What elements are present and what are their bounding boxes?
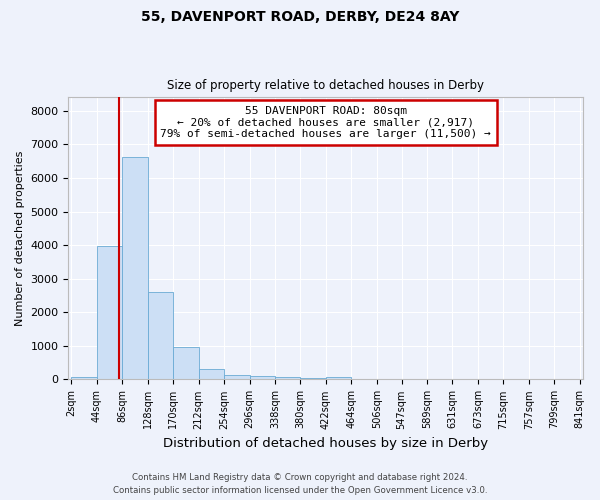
Bar bbox=[275, 378, 301, 380]
Title: Size of property relative to detached houses in Derby: Size of property relative to detached ho… bbox=[167, 79, 484, 92]
Bar bbox=[326, 378, 352, 380]
Bar bbox=[301, 378, 326, 380]
Bar bbox=[71, 378, 97, 380]
Text: 55 DAVENPORT ROAD: 80sqm
← 20% of detached houses are smaller (2,917)
79% of sem: 55 DAVENPORT ROAD: 80sqm ← 20% of detach… bbox=[160, 106, 491, 139]
Bar bbox=[122, 157, 148, 380]
Bar bbox=[224, 376, 250, 380]
Text: Contains HM Land Registry data © Crown copyright and database right 2024.
Contai: Contains HM Land Registry data © Crown c… bbox=[113, 474, 487, 495]
Bar bbox=[148, 292, 173, 380]
Bar bbox=[173, 347, 199, 380]
Bar bbox=[199, 368, 224, 380]
Text: 55, DAVENPORT ROAD, DERBY, DE24 8AY: 55, DAVENPORT ROAD, DERBY, DE24 8AY bbox=[141, 10, 459, 24]
Bar bbox=[97, 246, 122, 380]
X-axis label: Distribution of detached houses by size in Derby: Distribution of detached houses by size … bbox=[163, 437, 488, 450]
Y-axis label: Number of detached properties: Number of detached properties bbox=[15, 150, 25, 326]
Bar bbox=[250, 376, 275, 380]
